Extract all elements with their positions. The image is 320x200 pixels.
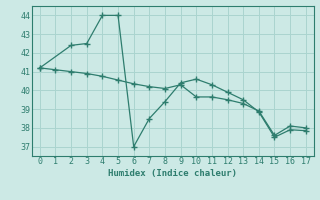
X-axis label: Humidex (Indice chaleur): Humidex (Indice chaleur) xyxy=(108,169,237,178)
